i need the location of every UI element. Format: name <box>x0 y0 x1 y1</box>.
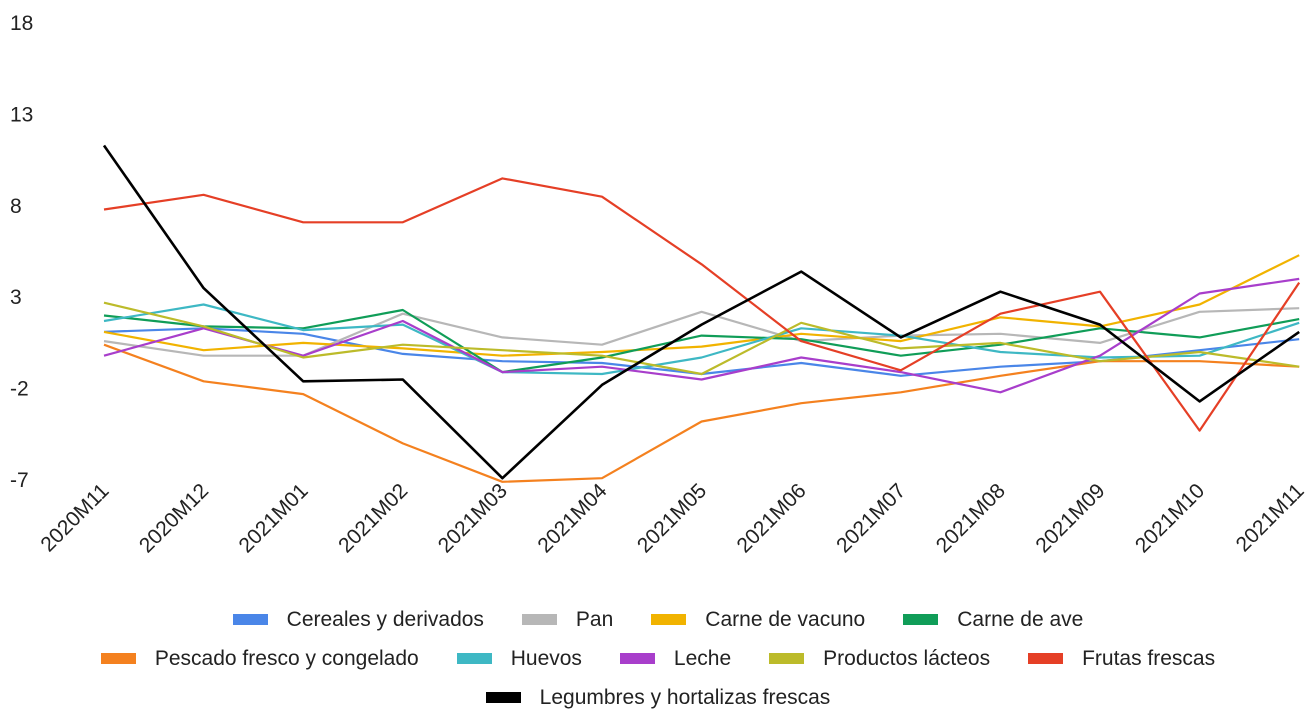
legend-swatch <box>620 653 655 664</box>
x-tick-label: 2021M05 <box>633 479 711 557</box>
legend-label: Cereales y derivados <box>287 608 484 632</box>
legend-item: Legumbres y hortalizas frescas <box>486 686 831 710</box>
x-tick-label: 2020M12 <box>135 479 213 557</box>
x-tick-label: 2021M07 <box>832 479 910 557</box>
legend-item: Huevos <box>457 647 582 671</box>
legend-item: Leche <box>620 647 731 671</box>
legend-item: Frutas frescas <box>1028 647 1215 671</box>
legend-swatch <box>903 614 938 625</box>
legend-swatch <box>101 653 136 664</box>
x-tick-label: 2021M11 <box>1232 479 1309 556</box>
x-tick-label: 2021M09 <box>1031 479 1109 557</box>
x-tick-label: 2021M08 <box>932 479 1010 557</box>
x-axis: 2020M11 2020M12 2021M01 2021M02 2021M03 2021M… <box>36 479 1308 557</box>
y-tick-label: 8 <box>10 195 22 218</box>
legend-label: Frutas frescas <box>1082 647 1215 671</box>
legend-item: Carne de ave <box>903 608 1083 632</box>
legend-item: Cereales y derivados <box>233 608 484 632</box>
y-tick-label: 18 <box>10 12 33 35</box>
y-axis: 18 13 8 3 -2 -7 <box>10 12 33 492</box>
legend-row: Pescado fresco y congelado Huevos Leche Pro… <box>0 639 1316 678</box>
legend-label: Carne de ave <box>957 608 1083 632</box>
legend-swatch <box>486 692 521 703</box>
legend-label: Huevos <box>511 647 582 671</box>
x-tick-label: 2020M11 <box>36 479 113 556</box>
series-line-frutas-frescas <box>104 178 1299 430</box>
legend-item: Carne de vacuno <box>651 608 865 632</box>
legend-item: Productos lácteos <box>769 647 990 671</box>
x-tick-label: 2021M06 <box>733 479 811 557</box>
series-layer <box>104 146 1299 482</box>
legend-label: Pescado fresco y congelado <box>155 647 419 671</box>
x-tick-label: 2021M02 <box>334 479 412 557</box>
legend-row: Cereales y derivados Pan Carne de vacuno Ca… <box>0 600 1316 639</box>
legend-swatch <box>769 653 804 664</box>
legend-swatch <box>233 614 268 625</box>
legend-item: Pescado fresco y congelado <box>101 647 419 671</box>
legend-label: Carne de vacuno <box>705 608 865 632</box>
legend: Cereales y derivados Pan Carne de vacuno Ca… <box>0 600 1316 717</box>
x-tick-label: 2021M10 <box>1131 479 1209 557</box>
x-tick-label: 2021M04 <box>533 479 611 557</box>
legend-item: Pan <box>522 608 613 632</box>
y-tick-label: 13 <box>10 103 33 126</box>
y-tick-label: -7 <box>10 469 29 492</box>
legend-row: Legumbres y hortalizas frescas <box>0 678 1316 717</box>
legend-label: Legumbres y hortalizas frescas <box>540 686 831 710</box>
legend-swatch <box>1028 653 1063 664</box>
x-tick-label: 2021M01 <box>235 479 313 557</box>
series-line-pescado-fresco-y-congelado <box>104 345 1299 482</box>
legend-swatch <box>522 614 557 625</box>
legend-label: Pan <box>576 608 613 632</box>
legend-label: Productos lácteos <box>823 647 990 671</box>
y-tick-label: 3 <box>10 286 22 309</box>
legend-swatch <box>651 614 686 625</box>
legend-label: Leche <box>674 647 731 671</box>
legend-swatch <box>457 653 492 664</box>
x-tick-label: 2021M03 <box>434 479 512 557</box>
y-tick-label: -2 <box>10 378 29 401</box>
